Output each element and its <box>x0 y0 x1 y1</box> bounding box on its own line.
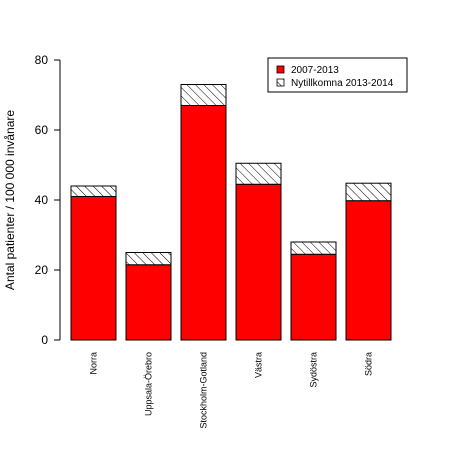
bar-segment-2007-2013 <box>70 196 117 341</box>
bar-segment-nytillkomna <box>180 84 227 106</box>
legend-box <box>267 57 408 93</box>
legend-swatch-nytillkomna <box>276 78 285 87</box>
y-axis: 0 20 40 60 80 <box>35 53 61 347</box>
category-label: Uppsala-Örebro <box>144 352 154 416</box>
category-label: Sydöstra <box>309 352 319 388</box>
category-labels: Norra Uppsala-Örebro Stockholm-Gotland Väst… <box>89 352 374 429</box>
category-label: Norra <box>89 352 99 375</box>
category-label: Södra <box>364 352 374 376</box>
category-label: Stockholm-Gotland <box>199 352 209 429</box>
y-tick-label: 20 <box>35 263 49 277</box>
legend-label-nytillkomna: Nytillkomna 2013-2014 <box>291 78 394 89</box>
bar-segment-2007-2013 <box>345 200 392 341</box>
y-tick-label: 0 <box>41 333 48 347</box>
bar-segment-nytillkomna <box>345 182 392 202</box>
legend-label-2007-2013: 2007-2013 <box>291 65 339 76</box>
y-tick-label: 60 <box>35 123 49 137</box>
bar-segment-2007-2013 <box>180 105 227 341</box>
category-label: Västra <box>254 352 264 378</box>
legend: 2007-2013 Nytillkomna 2013-2014 <box>267 57 408 93</box>
bar-segment-nytillkomna <box>70 185 117 197</box>
bar-segment-nytillkomna <box>235 162 282 185</box>
y-tick-label: 80 <box>35 53 49 67</box>
bars <box>70 84 392 341</box>
bar-segment-nytillkomna <box>290 241 337 255</box>
y-tick-label: 40 <box>35 193 49 207</box>
bar-segment-nytillkomna <box>125 252 172 266</box>
bar-segment-2007-2013 <box>290 253 337 341</box>
bar-segment-2007-2013 <box>235 183 282 341</box>
y-axis-label: Antal patienter / 100 000 invånare <box>3 110 17 290</box>
bar-segment-2007-2013 <box>125 264 172 341</box>
legend-swatch-2007-2013 <box>276 65 285 74</box>
